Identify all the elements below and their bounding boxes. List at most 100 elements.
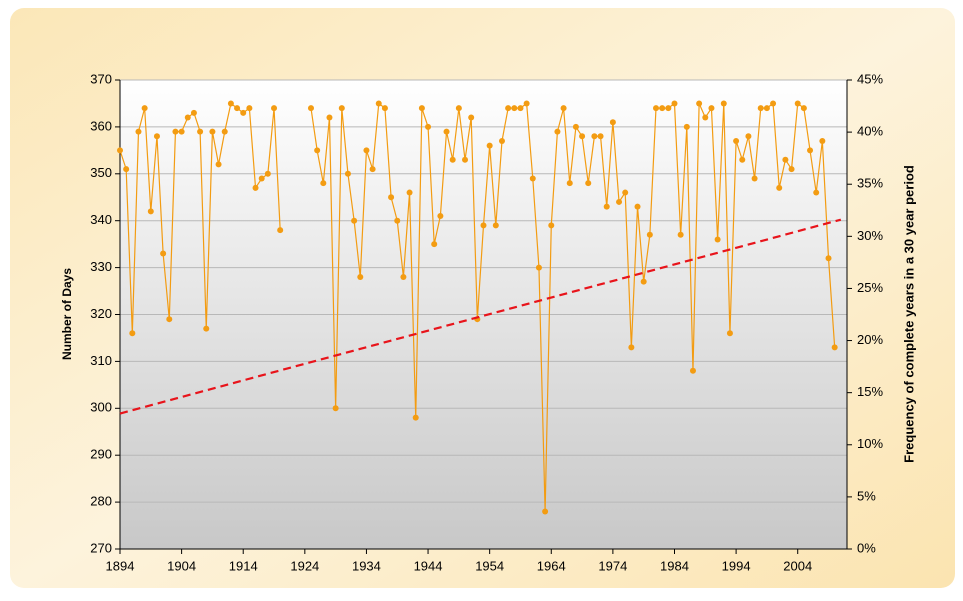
data-point — [813, 189, 820, 196]
data-point — [234, 105, 241, 112]
x-tick-label: 1934 — [352, 558, 381, 573]
data-point — [455, 105, 462, 112]
data-point — [394, 217, 401, 224]
x-tick-label: 1954 — [475, 558, 504, 573]
data-point — [646, 231, 653, 238]
data-point — [264, 170, 271, 177]
data-point — [702, 114, 709, 121]
data-point — [277, 227, 284, 234]
data-point — [418, 105, 425, 112]
x-tick-label: 1974 — [598, 558, 627, 573]
data-point — [468, 114, 475, 121]
data-point — [714, 236, 721, 243]
data-point — [505, 105, 512, 112]
data-point — [184, 114, 191, 121]
data-point — [412, 414, 419, 421]
data-point — [135, 128, 142, 135]
y-tick-label: 360 — [90, 118, 112, 133]
data-point — [745, 133, 752, 140]
data-point — [671, 100, 678, 107]
data-point — [166, 316, 173, 323]
data-point — [794, 100, 801, 107]
data-point — [696, 100, 703, 107]
data-point — [819, 137, 826, 144]
data-point — [566, 180, 573, 187]
data-point — [443, 128, 450, 135]
data-point — [572, 123, 579, 130]
y2-tick-label: 15% — [857, 384, 883, 399]
data-point — [529, 175, 536, 182]
data-point — [800, 105, 807, 112]
data-point — [708, 105, 715, 112]
y-tick-label: 310 — [90, 353, 112, 368]
data-point — [763, 105, 770, 112]
data-point — [178, 128, 185, 135]
data-point — [258, 175, 265, 182]
data-point — [221, 128, 228, 135]
y2-tick-label: 10% — [857, 436, 883, 451]
y-tick-label: 350 — [90, 165, 112, 180]
x-tick-label: 2004 — [783, 558, 812, 573]
data-point — [634, 203, 641, 210]
data-point — [141, 105, 148, 112]
data-point — [733, 137, 740, 144]
data-point — [240, 109, 247, 116]
data-point — [492, 222, 499, 229]
data-point — [271, 105, 278, 112]
data-point — [609, 119, 616, 126]
data-point — [197, 128, 204, 135]
data-point — [123, 166, 130, 173]
trend-line — [119, 218, 842, 415]
data-point — [147, 208, 154, 215]
data-point — [486, 142, 493, 149]
data-point — [776, 184, 783, 191]
data-point — [751, 175, 758, 182]
data-point — [153, 133, 160, 140]
data-point — [369, 166, 376, 173]
data-point — [542, 508, 549, 515]
data-point — [431, 241, 438, 248]
data-point — [338, 105, 345, 112]
data-point — [825, 255, 832, 262]
data-point — [425, 123, 432, 130]
data-point — [437, 213, 444, 220]
y2-tick-label: 30% — [857, 228, 883, 243]
data-point — [227, 100, 234, 107]
x-tick-label: 1894 — [106, 558, 135, 573]
y-tick-label: 330 — [90, 259, 112, 274]
data-point — [517, 105, 524, 112]
data-point — [209, 128, 216, 135]
data-point — [554, 128, 561, 135]
data-point — [720, 100, 727, 107]
data-point — [320, 180, 327, 187]
data-point — [480, 222, 487, 229]
y2-tick-label: 40% — [857, 124, 883, 139]
data-point — [616, 198, 623, 205]
data-point — [739, 156, 746, 163]
data-point — [831, 344, 838, 351]
data-point — [400, 273, 407, 280]
data-point — [757, 105, 764, 112]
data-point — [246, 105, 253, 112]
data-point — [585, 180, 592, 187]
data-point — [603, 203, 610, 210]
data-point — [203, 325, 210, 332]
data-point — [640, 278, 647, 285]
data-point — [449, 156, 456, 163]
data-point — [597, 133, 604, 140]
data-point — [314, 147, 321, 154]
data-point — [665, 105, 672, 112]
y-tick-label: 320 — [90, 306, 112, 321]
data-point — [375, 100, 382, 107]
data-point — [622, 189, 629, 196]
x-tick-label: 1914 — [229, 558, 258, 573]
data-point — [252, 184, 259, 191]
data-point — [498, 137, 505, 144]
data-point — [523, 100, 530, 107]
y-tick-label: 280 — [90, 494, 112, 509]
data-point — [344, 170, 351, 177]
x-tick-label: 1964 — [537, 558, 566, 573]
data-point — [117, 147, 123, 154]
data-point — [388, 194, 395, 201]
data-point — [190, 109, 197, 116]
